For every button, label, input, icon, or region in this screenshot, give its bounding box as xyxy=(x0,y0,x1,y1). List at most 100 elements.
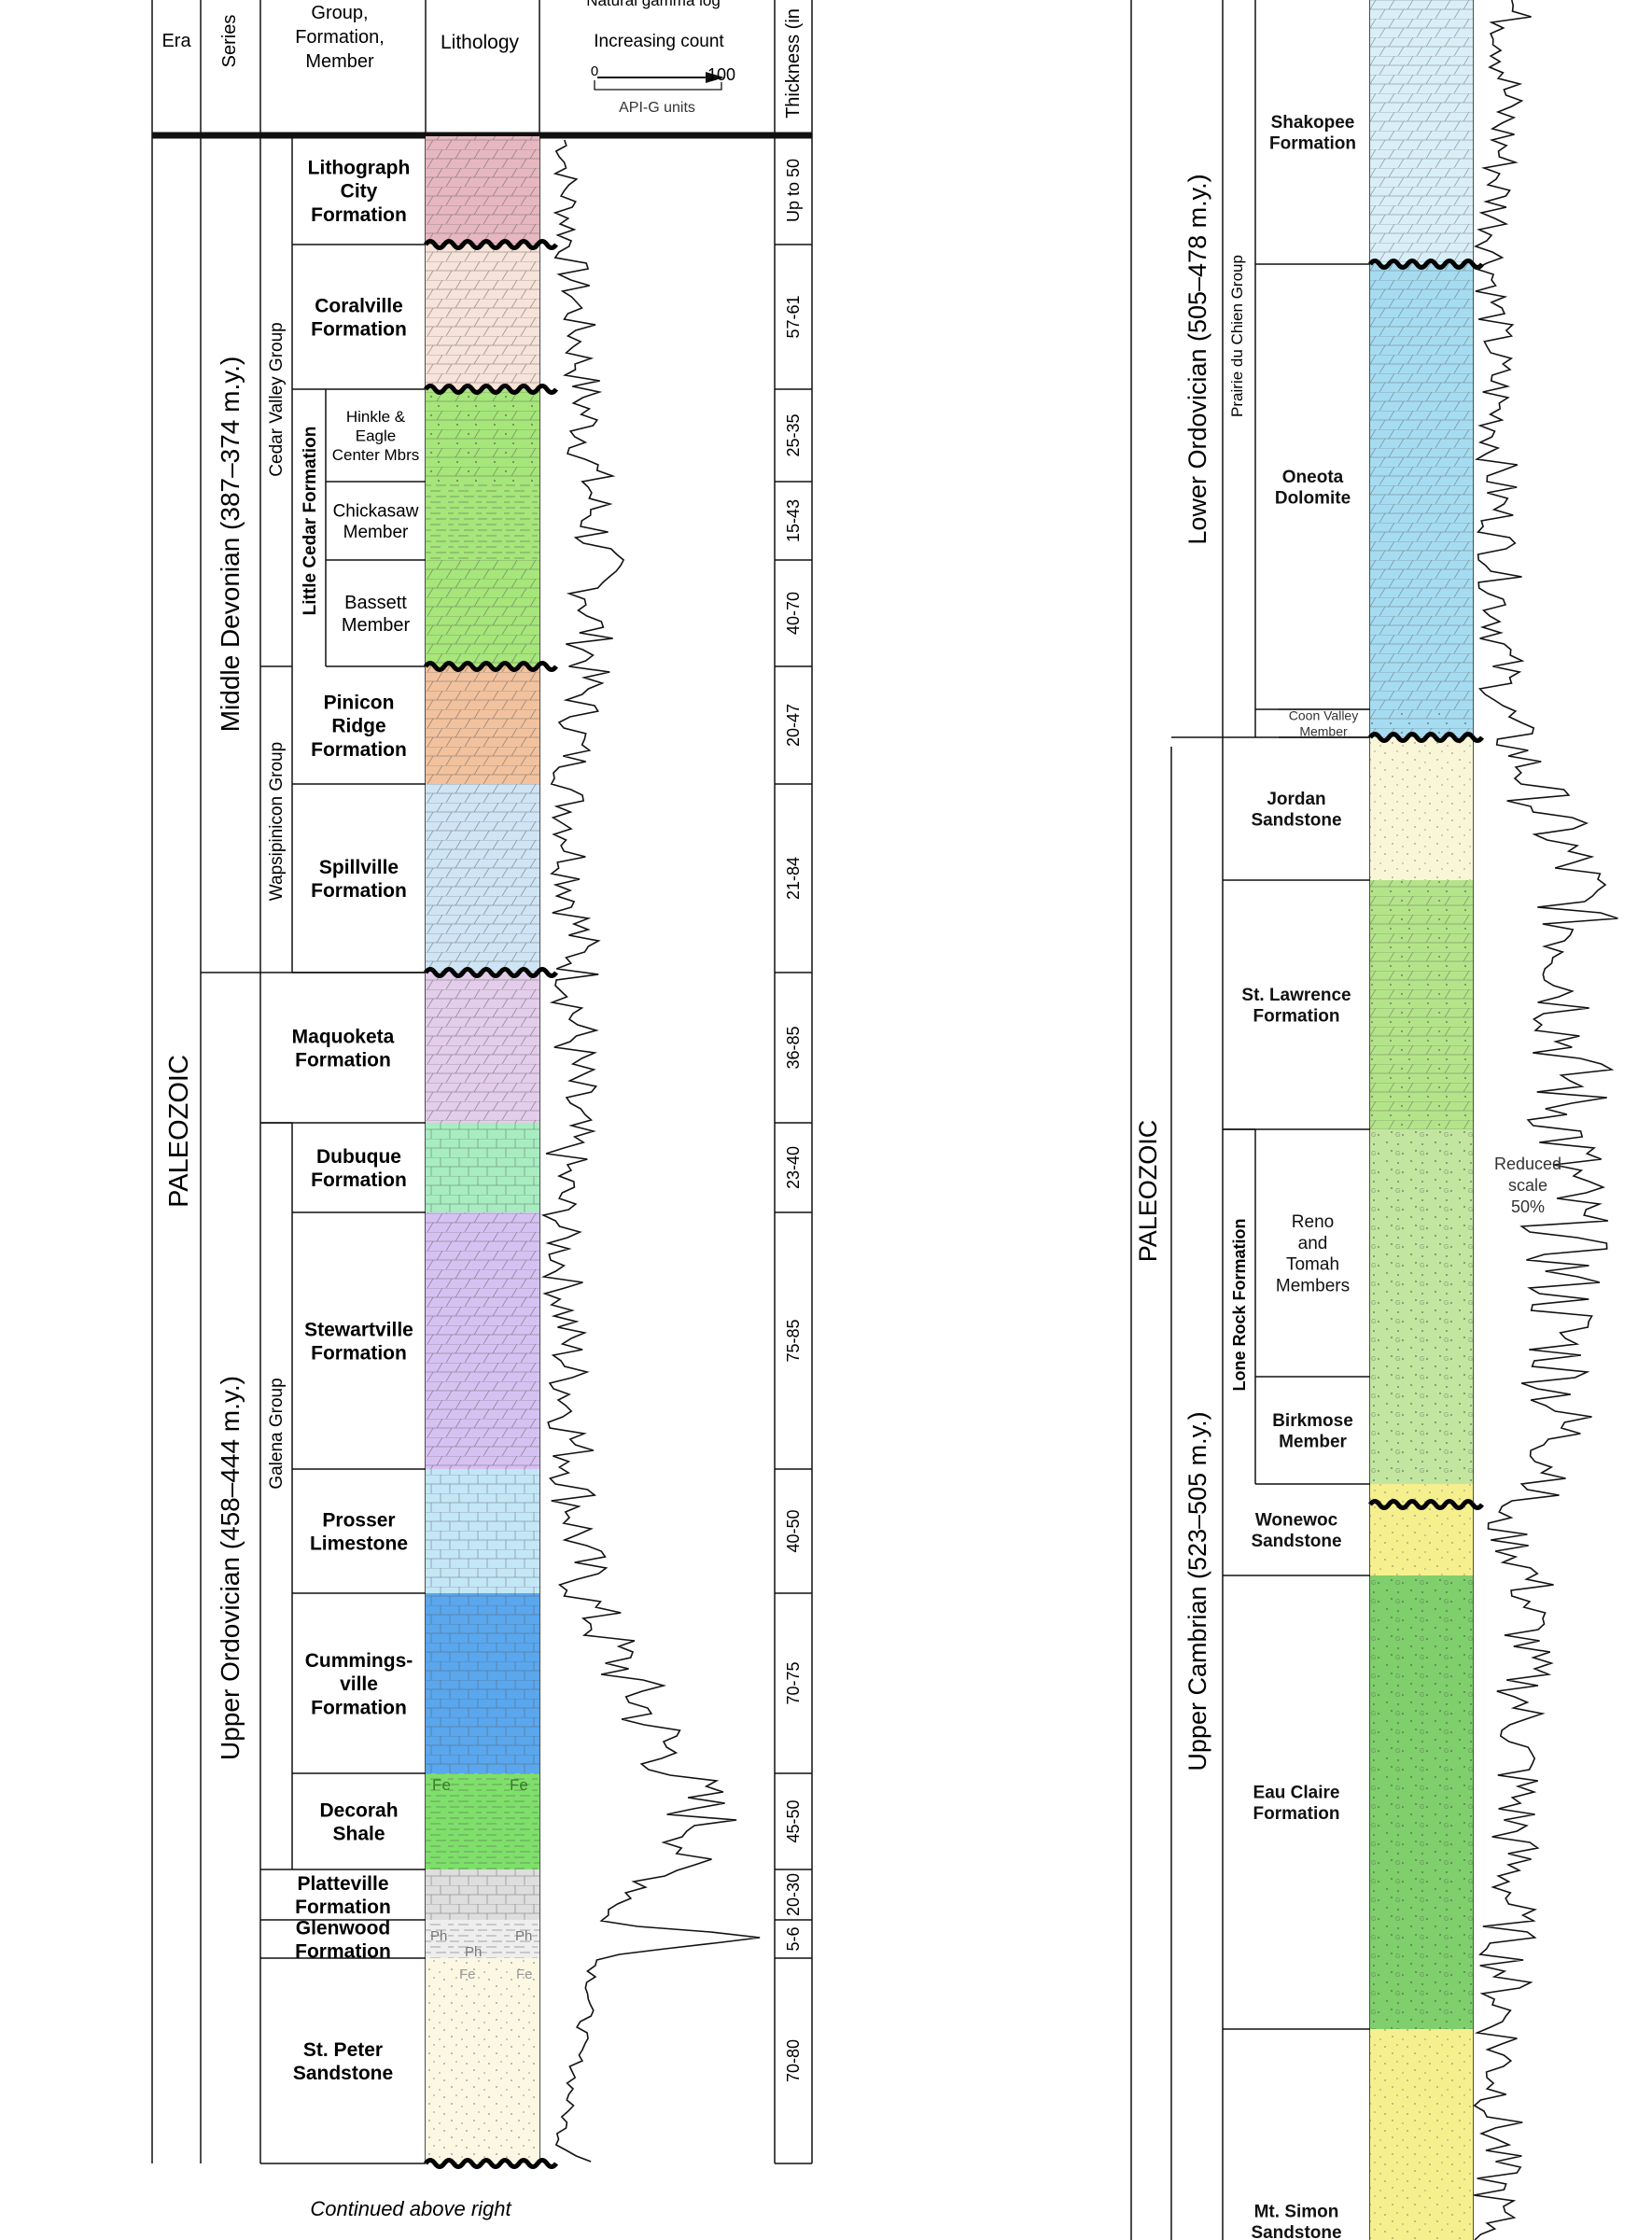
thickness-label-coralville: 57-61 xyxy=(784,295,803,338)
unconformity-left-base xyxy=(423,2158,559,2169)
reduced-scale-line-1: Reduced xyxy=(1494,1155,1561,1173)
unit-label-dubuque-line-1: Dubuque xyxy=(316,1146,401,1168)
thickness-label-dubuque: 23-40 xyxy=(784,1146,803,1189)
series-lower-ordovician: Lower Ordovician (505–478 m.y.) xyxy=(1183,174,1211,544)
thickness-label-st-peter: 70-80 xyxy=(784,2039,803,2082)
unit-label-platteville-line-1: Platteville xyxy=(297,1873,388,1895)
unconformity-right-2 xyxy=(1367,732,1485,743)
ph-symbol-glenwood-right: Ph xyxy=(515,1928,532,1944)
reduced-scale-note: Reduced scale 50% xyxy=(1494,1155,1561,1216)
series-upper-cambrian: Upper Cambrian (523–505 m.y.) xyxy=(1183,1411,1211,1771)
unit-label-coon-valley-line-1: Coon Valley xyxy=(1289,708,1358,723)
unit-label-stewartville-line-2: Formation xyxy=(311,1343,407,1365)
unit-label-glenwood-line-1: Glenwood xyxy=(296,1917,391,1939)
unit-label-reno-tomah-line-1: Reno xyxy=(1292,1212,1334,1232)
unit-label-birkmose-line-2: Member xyxy=(1279,1433,1347,1452)
ph-symbol-glenwood-left: Ph xyxy=(430,1928,447,1944)
unit-label-pinicon-ridge-line-3: Formation xyxy=(311,739,407,761)
unit-label-dubuque-line-2: Formation xyxy=(311,1169,407,1191)
gamma-scale-max: 100 xyxy=(707,65,735,84)
unit-label-platteville-line-2: Formation xyxy=(295,1897,391,1918)
unit-label-mt-simon-line-2: Sandstone xyxy=(1251,2223,1341,2240)
lithology-pattern-dubuque xyxy=(426,1123,539,1212)
thickness-label-bassett: 40-70 xyxy=(784,592,803,635)
unit-label-bassett-line-2: Member xyxy=(342,615,411,636)
group-wapsipinicon: Wapsipinicon Group xyxy=(267,742,287,901)
unit-label-prosser-line-2: Limestone xyxy=(310,1533,408,1555)
unit-label-decorah-line-2: Shale xyxy=(332,1824,385,1845)
unit-label-reno-tomah-line-4: Members xyxy=(1276,1277,1350,1296)
lithology-pattern-coon-valley xyxy=(1370,709,1473,737)
fe-symbol-st-peter-left: Fe xyxy=(459,1967,476,1982)
unit-label-wonewoc-line-2: Sandstone xyxy=(1251,1532,1341,1551)
unit-label-hinkle-eagle-line-2: Eagle xyxy=(356,427,396,445)
right-rotated-labels: PALEOZOIC Lower Ordovician (505–478 m.y.… xyxy=(1134,174,1249,1771)
unconformity-right-1 xyxy=(1367,259,1485,270)
unit-label-lithograph-city-line-2: City xyxy=(341,181,378,203)
lithology-pattern-glenwood xyxy=(426,1920,539,1958)
unit-label-stewartville-line-1: Stewartville xyxy=(304,1319,413,1340)
lithology-pattern-mt-simon xyxy=(1370,2029,1473,2240)
unit-label-pinicon-ridge-line-1: Pinicon xyxy=(324,692,395,713)
header-group-line-3: Member xyxy=(305,51,374,72)
unconformity-left-1 xyxy=(423,239,559,250)
unit-label-cummingsville-line-1: Cummings- xyxy=(305,1650,413,1672)
header-gamma-subtitle: Increasing count xyxy=(594,32,724,51)
thickness-label-lithograph-city: Up to 50 xyxy=(784,159,803,222)
right-era-label: PALEOZOIC xyxy=(1134,1120,1162,1263)
reduced-scale-line-2: scale xyxy=(1508,1176,1547,1195)
lithology-pattern-platteville xyxy=(426,1869,539,1920)
fe-symbol-st-peter-right: Fe xyxy=(516,1967,533,1982)
lithology-pattern-jordan xyxy=(1370,737,1473,880)
group-galena: Galena Group xyxy=(267,1378,287,1489)
lithology-pattern-st-lawrence xyxy=(1370,880,1473,1129)
lithology-pattern-lithograph-city xyxy=(426,136,539,245)
unconformity-left-3 xyxy=(423,661,559,672)
left-header: Era Series Group, Formation, Member Lith… xyxy=(161,0,804,119)
header-gamma-title: Natural gamma log xyxy=(586,0,721,9)
gamma-log-curves xyxy=(540,0,1618,2240)
gamma-log-left xyxy=(540,139,761,2163)
unconformity-right-3 xyxy=(1367,1499,1485,1510)
unit-label-maquoketa-line-1: Maquoketa xyxy=(292,1026,395,1047)
unit-label-coralville-line-2: Formation xyxy=(311,319,407,341)
left-lithology-symbols: Fe Fe Ph Ph Ph Fe Fe xyxy=(430,1776,533,1982)
unit-label-shakopee-line-1: Shakopee xyxy=(1271,113,1355,133)
unit-label-chickasaw-line-1: Chickasaw xyxy=(333,501,419,521)
unit-label-reno-tomah-line-3: Tomah xyxy=(1286,1255,1339,1275)
left-unit-labels: LithographCityFormationCoralvilleFormati… xyxy=(292,157,420,2084)
lithology-pattern-birkmose xyxy=(1370,1377,1473,1484)
unit-label-st-lawrence-line-2: Formation xyxy=(1253,1007,1340,1027)
header-gamma-units: API-G units xyxy=(619,100,695,116)
fe-symbol-decorah-right: Fe xyxy=(510,1776,528,1794)
left-thickness-labels: Up to 50 57-61 25-35 15-43 40-70 20-47 21-84 36… xyxy=(784,159,803,2082)
group-lone-rock: Lone Rock Formation xyxy=(1230,1218,1249,1391)
lithology-pattern-bassett xyxy=(426,560,539,666)
header-group-line-2: Formation, xyxy=(295,27,385,48)
continued-note: Continued above right xyxy=(310,2197,511,2220)
lithology-pattern-stewartville xyxy=(426,1212,539,1469)
header-era: Era xyxy=(161,31,191,51)
lithology-pattern-spillville xyxy=(426,784,539,973)
lithology-pattern-maquoketa xyxy=(426,973,539,1123)
left-rotated-labels: PALEOZOIC Middle Devonian (387–374 m.y.)… xyxy=(164,322,320,1760)
gamma-log-right xyxy=(1473,0,1618,2240)
unit-label-hinkle-eagle-line-3: Center Mbrs xyxy=(332,446,420,464)
header-lithology: Lithology xyxy=(441,32,520,53)
unit-label-decorah-line-1: Decorah xyxy=(319,1799,398,1821)
unit-label-oneota-line-1: Oneota xyxy=(1282,468,1344,487)
thickness-label-prosser: 40-50 xyxy=(784,1509,803,1552)
lithology-column xyxy=(423,0,1485,2240)
unit-label-st-peter-line-1: St. Peter xyxy=(303,2039,383,2061)
unit-label-reno-tomah-line-2: and xyxy=(1298,1234,1328,1253)
header-group-line-1: Group, xyxy=(311,3,368,23)
unit-label-maquoketa-line-2: Formation xyxy=(295,1050,391,1071)
unit-label-lithograph-city-line-1: Lithograph xyxy=(308,157,411,178)
thickness-label-hinkle-eagle: 25-35 xyxy=(784,413,803,456)
lithology-pattern-hinkle-eagle xyxy=(426,389,539,482)
unconformity-left-4 xyxy=(423,967,559,978)
ph-symbol-glenwood-low: Ph xyxy=(465,1944,482,1960)
series-upper-ordovician: Upper Ordovician (458–444 m.y.) xyxy=(216,1376,245,1760)
